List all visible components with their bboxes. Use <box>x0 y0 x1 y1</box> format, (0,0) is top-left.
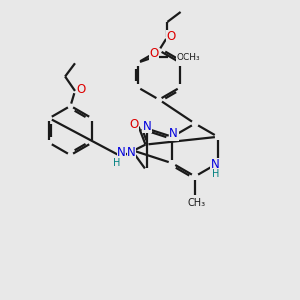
Text: H: H <box>212 169 219 179</box>
Text: O: O <box>76 83 85 96</box>
Text: OCH₃: OCH₃ <box>176 53 200 62</box>
Text: O: O <box>167 30 176 44</box>
Text: CH₃: CH₃ <box>188 198 206 208</box>
Text: O: O <box>130 118 139 131</box>
Text: N: N <box>127 146 136 159</box>
Text: O: O <box>149 47 158 60</box>
Text: N: N <box>143 120 152 133</box>
Text: N: N <box>117 146 126 160</box>
Text: N: N <box>169 127 178 140</box>
Text: N: N <box>211 158 220 171</box>
Text: H: H <box>113 158 121 168</box>
